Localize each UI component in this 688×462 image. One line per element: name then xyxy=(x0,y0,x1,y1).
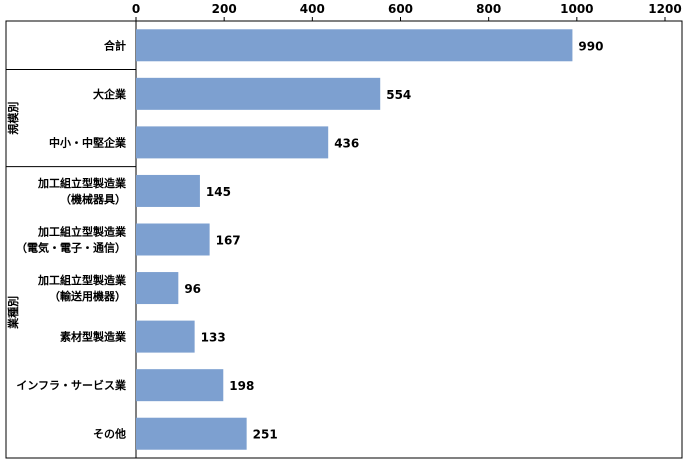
category-label: インフラ・サービス業 xyxy=(16,378,127,392)
plot-frame xyxy=(5,20,683,459)
bar xyxy=(136,29,573,62)
data-label: 145 xyxy=(206,185,231,199)
data-label: 198 xyxy=(229,379,254,393)
bar xyxy=(136,223,210,256)
x-tick-label: 1200 xyxy=(648,2,681,16)
x-tick-label: 400 xyxy=(300,2,325,16)
data-label: 133 xyxy=(201,331,226,345)
category-label: 加工組立型製造業 xyxy=(37,176,127,190)
data-label: 251 xyxy=(253,428,278,442)
bar xyxy=(136,77,381,110)
bar xyxy=(136,126,329,159)
category-label: 合計 xyxy=(104,38,126,52)
bar xyxy=(136,272,179,305)
data-label: 436 xyxy=(334,136,359,150)
category-label: その他 xyxy=(93,427,126,441)
data-label: 990 xyxy=(578,39,603,53)
bar xyxy=(136,369,224,402)
x-tick-label: 0 xyxy=(132,2,140,16)
x-tick-label: 600 xyxy=(388,2,413,16)
category-label: 中小・中堅企業 xyxy=(49,135,127,149)
bar xyxy=(136,174,200,207)
x-tick-label: 800 xyxy=(476,2,501,16)
category-label: 加工組立型製造業 xyxy=(37,273,127,287)
category-label: 大企業 xyxy=(93,87,127,101)
x-tick-label: 200 xyxy=(212,2,237,16)
category-label: （機械器具） xyxy=(60,192,126,206)
group-label: 業種別 xyxy=(6,296,20,330)
category-label: （電気・電子・通信） xyxy=(16,241,126,255)
data-label: 554 xyxy=(386,88,411,102)
x-tick-label: 1000 xyxy=(560,2,593,16)
data-label: 167 xyxy=(216,234,241,248)
data-label: 96 xyxy=(184,282,201,296)
category-label: 素材型製造業 xyxy=(60,330,127,344)
bar xyxy=(136,417,247,450)
group-label: 規模別 xyxy=(6,102,20,135)
category-label: 加工組立型製造業 xyxy=(37,225,127,239)
bar xyxy=(136,320,195,353)
category-label: （輸送用機器） xyxy=(49,289,126,303)
